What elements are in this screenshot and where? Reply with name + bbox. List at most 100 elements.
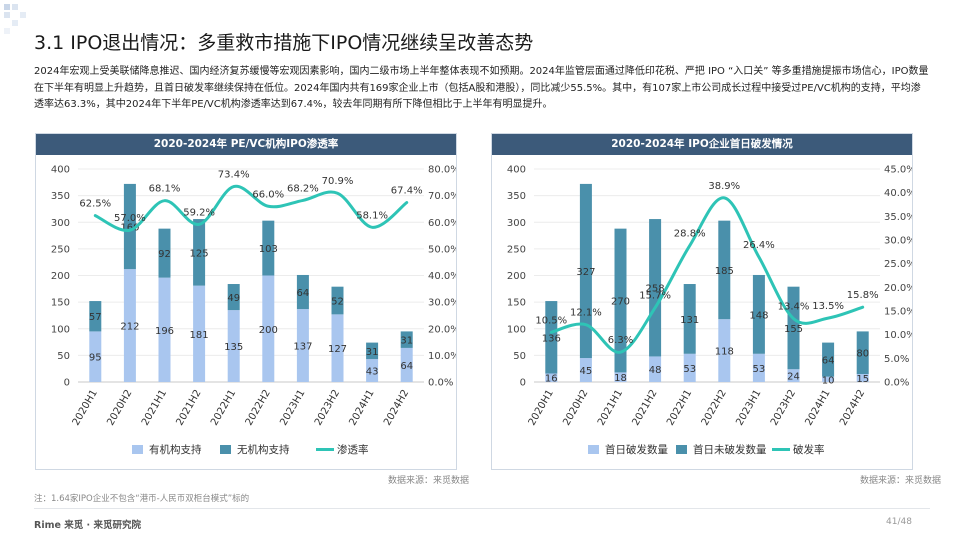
break-line-label: 26.4% xyxy=(743,240,775,251)
break-y-tick: 100 xyxy=(507,324,526,335)
break-bar-首日破发数量 xyxy=(683,353,696,382)
break-y2-tick: 40.0% xyxy=(884,188,912,199)
break-bar-label: 136 xyxy=(542,333,561,344)
break-line-label: 15.8% xyxy=(847,290,879,301)
penetration-legend-label: 有机构支持 xyxy=(149,443,202,456)
penetration-legend-swatch xyxy=(220,445,231,454)
penetration-bar-label: 52 xyxy=(331,297,344,308)
penetration-bar-无机构支持 xyxy=(262,220,275,276)
break-bar-首日破发数量 xyxy=(752,353,765,382)
penetration-bar-label: 64 xyxy=(297,288,310,299)
penetration-y2-tick: 0.0% xyxy=(428,378,453,389)
penetration-bar-label: 57 xyxy=(89,312,102,323)
penetration-bar-无机构支持 xyxy=(227,284,240,311)
break-x-tick: 2022H1 xyxy=(665,388,694,428)
penetration-line-label: 68.2% xyxy=(287,183,319,194)
break-bar-label: 53 xyxy=(753,364,766,375)
break-bar-label: 80 xyxy=(856,349,869,360)
break-bar-label: 10 xyxy=(822,375,835,386)
break-bar-首日破发数量 xyxy=(545,373,558,382)
penetration-x-tick: 2024H2 xyxy=(382,388,411,428)
break-line-label: 15.7% xyxy=(639,291,671,302)
break-bar-label: 131 xyxy=(680,315,699,326)
penetration-bar-有机构支持 xyxy=(89,331,102,382)
break-bar-label: 15 xyxy=(856,374,869,385)
penetration-bar-label: 49 xyxy=(227,293,240,304)
break-bar-label: 148 xyxy=(749,310,768,321)
chart-panel-break: 2020-2024年 IPO企业首日破发情况 0 50 100 150 200 250 30… xyxy=(491,133,913,470)
break-bar-label: 185 xyxy=(715,266,734,277)
break-y2-tick: 0.0% xyxy=(884,378,909,389)
break-legend-label: 破发率 xyxy=(793,443,825,456)
break-y2-tick: 45.0% xyxy=(884,165,912,176)
break-bar-label: 53 xyxy=(683,364,696,375)
penetration-line-label: 67.4% xyxy=(391,186,423,197)
break-x-tick: 2023H1 xyxy=(734,388,763,428)
penetration-bar-有机构支持 xyxy=(227,310,240,382)
penetration-x-tick: 2024H1 xyxy=(347,388,376,428)
break-bar-label: 45 xyxy=(580,366,593,377)
footnote: 注：1.64家IPO企业不包含“港币-人民币双柜台模式”标的 xyxy=(34,494,250,504)
penetration-y2-tick: 80.0% xyxy=(428,165,456,176)
penetration-bar-label: 31 xyxy=(400,336,413,347)
penetration-bar-无机构支持 xyxy=(89,301,102,332)
penetration-bar-有机构支持 xyxy=(123,269,136,382)
penetration-bar-label: 212 xyxy=(120,322,139,333)
break-bar-label: 48 xyxy=(649,365,662,376)
break-line-label: 13.5% xyxy=(812,301,844,312)
break-bar-首日破发数量 xyxy=(649,356,662,382)
penetration-bar-label: 135 xyxy=(224,342,243,353)
break-line-label: 12.1% xyxy=(570,308,602,319)
break-line-label: 28.8% xyxy=(674,229,706,240)
penetration-bar-label: 125 xyxy=(190,248,209,259)
break-x-tick: 2021H2 xyxy=(630,388,659,428)
penetration-bar-label: 137 xyxy=(293,342,312,353)
break-legend-swatch xyxy=(588,445,599,454)
break-x-tick: 2021H1 xyxy=(596,388,625,428)
summary-paragraph: 2024年宏观上受美联储降息推迟、国内经济复苏缓慢等宏观因素影响，国内二级市场上… xyxy=(34,66,929,110)
penetration-chart: 0 50 100 150 200 250 300 350 400 0.0% 10.0% 20.0% 30… xyxy=(51,165,456,457)
penetration-bar-label: 181 xyxy=(190,330,209,341)
break-bar-label: 327 xyxy=(576,267,595,278)
break-bar-label: 64 xyxy=(822,356,835,367)
page-title: 3.1 IPO退出情况：多重救市措施下IPO情况继续呈改善态势 xyxy=(34,32,534,54)
chart-header-penetration: 2020-2024年 PE/VC机构IPO渗透率 xyxy=(36,134,456,155)
break-bar-label: 155 xyxy=(784,324,803,335)
penetration-bar-有机构支持 xyxy=(366,359,379,382)
penetration-bar-label: 92 xyxy=(158,249,171,260)
penetration-x-tick: 2020H2 xyxy=(105,388,134,428)
break-bar-label: 16 xyxy=(545,374,558,385)
penetration-bar-label: 103 xyxy=(259,244,278,255)
break-bar-label: 270 xyxy=(611,297,630,308)
break-bar-label: 258 xyxy=(646,284,665,295)
break-bar-首日未破发数量 xyxy=(649,219,662,357)
break-y2-tick: 15.0% xyxy=(884,307,912,318)
break-bar-首日破发数量 xyxy=(856,374,869,382)
penetration-bar-label: 127 xyxy=(328,344,347,355)
break-x-tick: 2024H1 xyxy=(803,388,832,428)
corner-decoration xyxy=(4,4,26,34)
break-legend-swatch xyxy=(676,445,687,454)
break-line-label: 6.3% xyxy=(608,335,633,346)
break-y-tick: 50 xyxy=(513,351,526,362)
break-rate-chart: 0 50 100 150 200 250 300 350 400 0.0% 5.0% 10.0% 15.… xyxy=(507,165,912,457)
break-bar-首日未破发数量 xyxy=(752,274,765,354)
penetration-bar-label: 64 xyxy=(400,361,413,372)
penetration-x-tick: 2022H1 xyxy=(209,388,238,428)
page-number: 41/48 xyxy=(886,517,912,527)
break-bar-label: 18 xyxy=(614,373,627,384)
penetration-bar-有机构支持 xyxy=(193,285,206,382)
penetration-y-tick: 400 xyxy=(51,165,70,176)
chart-panel-penetration: 2020-2024年 PE/VC机构IPO渗透率 0 50 100 150 200 250… xyxy=(35,133,457,470)
penetration-legend-swatch xyxy=(132,445,143,454)
break-bar-首日未破发数量 xyxy=(787,286,800,370)
penetration-y-tick: 250 xyxy=(51,244,70,255)
penetration-bar-有机构支持 xyxy=(262,275,275,382)
break-line-label: 38.9% xyxy=(708,181,740,192)
break-legend-label: 首日未破发数量 xyxy=(693,443,767,456)
data-source-left: 数据来源：来觅数据 xyxy=(388,476,470,486)
penetration-x-tick: 2023H2 xyxy=(313,388,342,428)
penetration-y-tick: 150 xyxy=(51,298,70,309)
break-line-label: 13.4% xyxy=(778,302,810,313)
break-y-tick: 250 xyxy=(507,244,526,255)
